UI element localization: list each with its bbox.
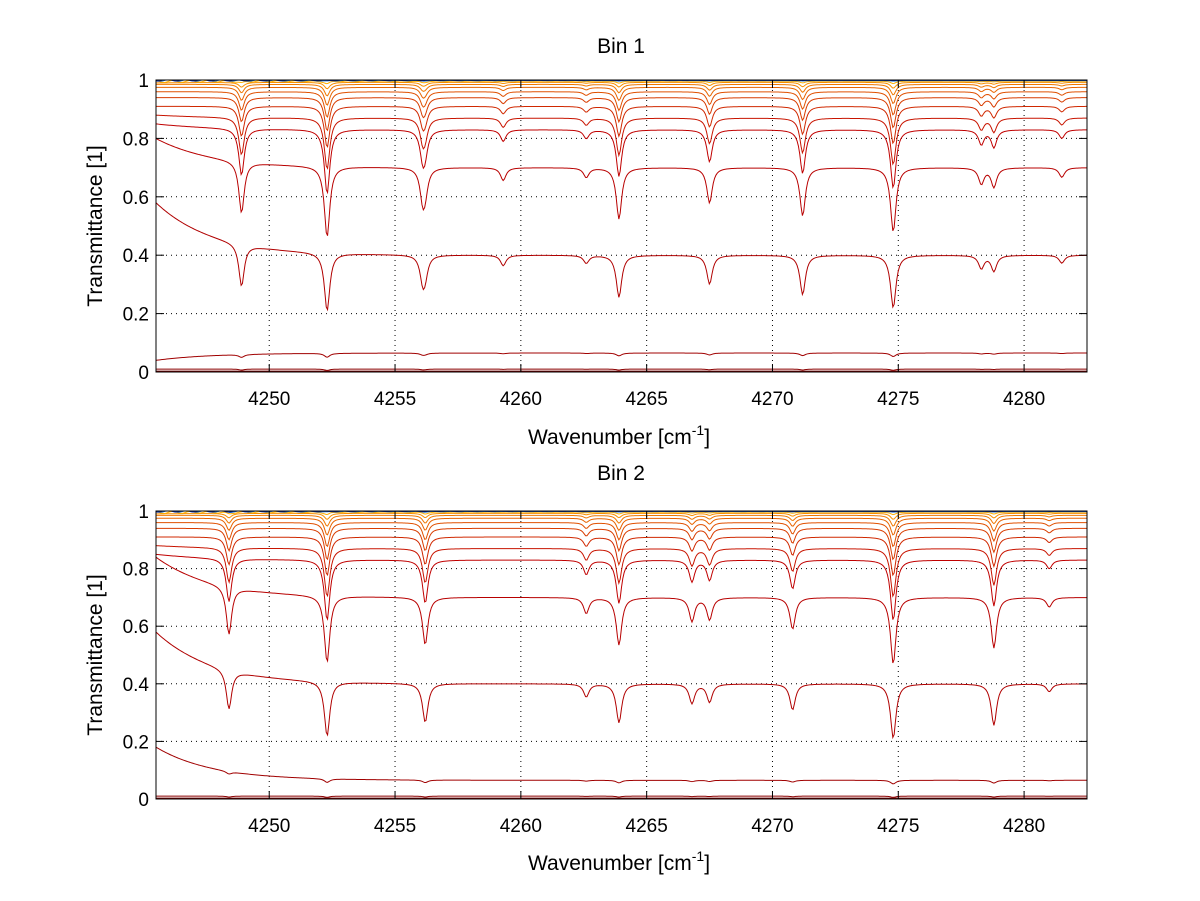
panel-title: Bin 2 xyxy=(597,462,645,485)
series-line-t10 xyxy=(156,91,1088,118)
series-line-t09 xyxy=(156,97,1088,132)
series-line-t06 xyxy=(155,123,1088,195)
y-tick-label: 0.4 xyxy=(123,675,150,696)
y-tick-label: 1 xyxy=(138,502,149,523)
x-tick-label: 4250 xyxy=(248,816,290,837)
series-line-t14 xyxy=(155,79,1087,85)
x-axis-label: Wavenumber [cm-1] xyxy=(528,848,710,875)
series-line-t06 xyxy=(155,553,1088,621)
x-axis-label-superscript: -1 xyxy=(692,848,705,864)
axes-frame xyxy=(155,510,1088,800)
x-tick-label: 4255 xyxy=(374,816,416,837)
x-tick-layer: 4250 4255 4260 4265 4270 4275 4280 xyxy=(248,80,1045,410)
series-line-t08 xyxy=(156,105,1088,148)
series-line-t11 xyxy=(155,517,1087,536)
series-line-t04 xyxy=(155,631,1087,740)
y-tick-label: 0.6 xyxy=(123,617,149,638)
panel-title: Bin 1 xyxy=(597,35,645,58)
series-layer xyxy=(155,510,1088,799)
y-tick-label: 1 xyxy=(138,71,149,92)
y-tick-layer: 0 0.2 0.4 0.6 0.8 1 xyxy=(123,502,1087,811)
series-line-t03 xyxy=(155,746,1087,785)
series-line-t11 xyxy=(156,86,1087,106)
x-axis-label-superscript: -1 xyxy=(692,422,705,438)
y-tick-layer: 0 0.2 0.4 0.6 0.8 1 xyxy=(123,71,1087,384)
x-tick-label: 4270 xyxy=(751,389,793,410)
series-line-t04 xyxy=(155,202,1088,312)
x-tick-label: 4280 xyxy=(1003,389,1045,410)
x-axis-label-main: Wavenumber [cm xyxy=(528,852,692,875)
series-line-t14 xyxy=(155,510,1087,516)
x-axis-label-main: Wavenumber [cm xyxy=(528,426,692,449)
y-tick-label: 0.6 xyxy=(123,188,149,209)
axes-frame xyxy=(155,79,1088,373)
x-axis-label-end: ] xyxy=(704,426,710,449)
panel-bin-2: Bin 2 4250 4255 4260 4265 4270 4275 4280 00.20… xyxy=(84,462,1088,875)
series-line-t07 xyxy=(155,114,1088,170)
x-tick-label: 4275 xyxy=(877,389,919,410)
x-tick-label: 4260 xyxy=(500,816,542,837)
series-line-t02 xyxy=(156,795,1087,798)
x-tick-label: 4255 xyxy=(374,389,416,410)
series-layer xyxy=(155,79,1088,372)
y-axis-label: Transmittance [1] xyxy=(84,145,107,306)
x-tick-layer: 4250 4255 4260 4265 4270 4275 4280 xyxy=(248,511,1045,837)
series-line-t12 xyxy=(156,514,1087,527)
series-line-t05 xyxy=(155,138,1088,236)
series-line-t13 xyxy=(155,81,1087,90)
series-line-t05 xyxy=(155,556,1087,664)
x-tick-label: 4260 xyxy=(500,389,542,410)
y-tick-label: 0 xyxy=(138,790,149,811)
panel-bin-1: Bin 1 4250 4255 4260 4265 4270 4275 4280 00.20… xyxy=(84,35,1088,449)
y-tick-label: 0 xyxy=(138,363,149,384)
series-line-t02 xyxy=(156,368,1087,371)
y-tick-label: 0.2 xyxy=(123,305,149,326)
series-line-t10 xyxy=(156,522,1087,548)
series-line-t12 xyxy=(156,83,1087,97)
series-line-t03 xyxy=(155,352,1087,361)
x-axis-label-end: ] xyxy=(704,852,710,875)
series-line-t13 xyxy=(155,512,1087,520)
y-axis-label: Transmittance [1] xyxy=(84,574,107,735)
y-tick-label: 0.4 xyxy=(123,246,150,267)
y-tick-label: 0.8 xyxy=(123,560,149,581)
x-tick-label: 4275 xyxy=(877,816,919,837)
series-line-t08 xyxy=(156,536,1087,577)
y-tick-label: 0.8 xyxy=(123,129,149,150)
x-tick-label: 4280 xyxy=(1003,816,1045,837)
y-tick-label: 0.2 xyxy=(123,732,149,753)
x-tick-label: 4265 xyxy=(626,389,668,410)
x-tick-label: 4250 xyxy=(248,389,290,410)
series-line-t09 xyxy=(155,527,1087,561)
x-tick-label: 4265 xyxy=(626,816,668,837)
x-axis-label: Wavenumber [cm-1] xyxy=(528,422,710,449)
series-line-t07 xyxy=(155,545,1088,598)
x-tick-label: 4270 xyxy=(751,816,793,837)
